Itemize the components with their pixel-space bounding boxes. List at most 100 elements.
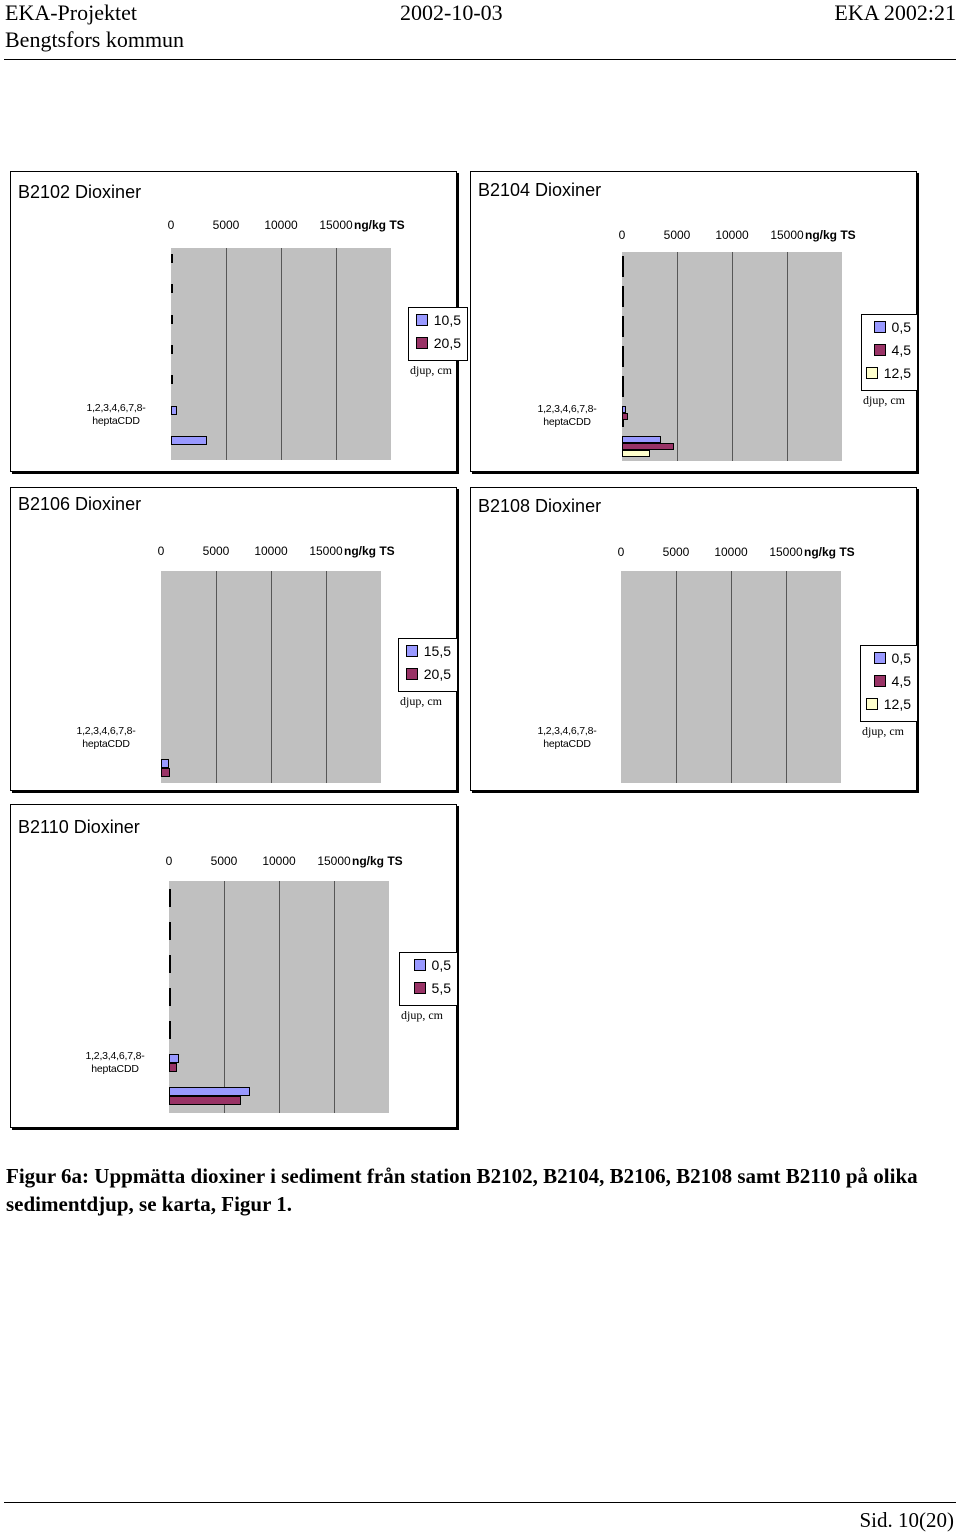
legend-label: 5,5 <box>431 980 451 996</box>
chart-panel: B2110 Dioxiner 0 5000 10000 15000 ng/kg TS 1,2… <box>10 804 458 1128</box>
x-tick-label: 10000 <box>262 854 296 868</box>
category-label: 1,2,3,4,6,7,8- heptaCDD <box>537 403 597 429</box>
bar <box>622 316 624 324</box>
chart-legend: 0,5 5,5 <box>399 952 458 1006</box>
header-rule <box>4 59 956 60</box>
bar <box>169 1063 177 1073</box>
legend-item: 12,5 <box>865 365 911 381</box>
gridline <box>336 248 337 460</box>
bar <box>169 930 171 940</box>
legend-swatch <box>405 645 418 657</box>
bar <box>622 293 624 301</box>
chart-panel: B2104 Dioxiner 0 5000 10000 15000 ng/kg TS 1,2… <box>470 171 918 472</box>
bar <box>622 330 624 338</box>
legend-label: 12,5 <box>883 696 911 712</box>
legend-item: 4,5 <box>873 342 911 358</box>
bar <box>169 888 171 898</box>
legend-label: 15,5 <box>423 643 451 659</box>
x-tick-label: 0 <box>167 218 175 232</box>
bar <box>171 254 173 264</box>
bar <box>622 375 624 383</box>
bar <box>171 375 173 385</box>
bar <box>622 270 624 278</box>
gridline <box>281 248 282 460</box>
legend-swatch <box>873 652 886 664</box>
gridline <box>271 571 272 783</box>
chart-title: B2102 Dioxiner <box>18 182 142 202</box>
bar <box>622 389 624 397</box>
legend-label: 10,5 <box>433 312 461 328</box>
bar <box>622 353 624 360</box>
legend-swatch <box>405 668 418 680</box>
header-municipality: Bengtsfors kommun <box>5 27 185 52</box>
bar <box>169 1054 179 1064</box>
gridline <box>226 248 227 460</box>
legend-title: djup, cm <box>410 363 452 377</box>
bar <box>161 767 170 777</box>
gridline <box>216 571 217 783</box>
axis-unit-label: ng/kg TS <box>354 218 405 232</box>
x-tick-label: 10000 <box>264 218 298 232</box>
x-tick-label: 0 <box>617 545 625 559</box>
header-project: EKA-Projektet <box>5 0 137 25</box>
legend-title: djup, cm <box>863 393 905 407</box>
legend-swatch <box>413 982 426 994</box>
legend-swatch <box>413 959 426 971</box>
bar <box>169 1087 251 1097</box>
gridline <box>787 252 788 461</box>
bar <box>169 954 171 964</box>
plot-area <box>161 571 381 783</box>
gridline <box>326 571 327 783</box>
legend-title: djup, cm <box>400 694 442 708</box>
chart-title: B2104 Dioxiner <box>478 180 602 200</box>
bar <box>169 997 171 1006</box>
chart-panel: B2102 Dioxiner 0 5000 10000 15000 ng/kg TS 1,2… <box>10 171 468 472</box>
figure-caption: Figur 6a: Uppmätta dioxiner i sediment f… <box>6 1164 918 1216</box>
gridline <box>677 252 678 461</box>
bar <box>169 1021 171 1031</box>
chart-panel: B2106 Dioxiner 0 5000 10000 15000 ng/kg TS 1,2… <box>10 487 458 791</box>
plot-area <box>169 881 389 1113</box>
bar <box>622 382 624 390</box>
footer-rule <box>4 1502 956 1503</box>
x-tick-label: 15000 <box>770 228 804 242</box>
x-tick-label: 5000 <box>662 545 690 559</box>
legend-label: 12,5 <box>883 365 911 381</box>
category-label: 1,2,3,4,6,7,8- heptaCDD <box>86 401 146 427</box>
bar <box>169 1030 171 1040</box>
bar <box>622 449 650 457</box>
legend-item: 0,5 <box>873 650 911 666</box>
bar <box>622 405 627 413</box>
x-tick-label: 15000 <box>769 545 803 559</box>
legend-swatch <box>415 314 428 326</box>
x-tick-label: 5000 <box>202 544 230 558</box>
bar <box>622 442 674 450</box>
legend-item: 0,5 <box>413 957 451 973</box>
header-date: 2002-10-03 <box>400 0 503 25</box>
legend-label: 20,5 <box>423 666 451 682</box>
legend-swatch <box>873 321 886 333</box>
bar <box>161 758 169 768</box>
legend-label: 0,5 <box>891 650 911 666</box>
x-tick-label: 10000 <box>254 544 288 558</box>
bar <box>622 263 624 271</box>
bar <box>169 897 171 907</box>
legend-title: djup, cm <box>862 724 904 738</box>
x-tick-label: 0 <box>618 228 626 242</box>
x-tick-label: 15000 <box>309 544 343 558</box>
chart-legend: 10,5 20,5 <box>408 307 468 361</box>
plot-area <box>622 252 842 461</box>
bar <box>622 323 624 331</box>
legend-swatch <box>873 344 886 356</box>
legend-item: 20,5 <box>415 335 461 351</box>
x-tick-label: 10000 <box>714 545 748 559</box>
bar <box>622 412 628 420</box>
legend-swatch <box>415 337 428 349</box>
chart-title: B2106 Dioxiner <box>18 494 142 514</box>
x-tick-label: 0 <box>157 544 165 558</box>
page-number: Sid. 10(20) <box>859 1508 955 1532</box>
bar <box>169 921 171 931</box>
bar <box>171 435 208 445</box>
axis-unit-label: ng/kg TS <box>804 545 855 559</box>
x-tick-label: 5000 <box>663 228 691 242</box>
